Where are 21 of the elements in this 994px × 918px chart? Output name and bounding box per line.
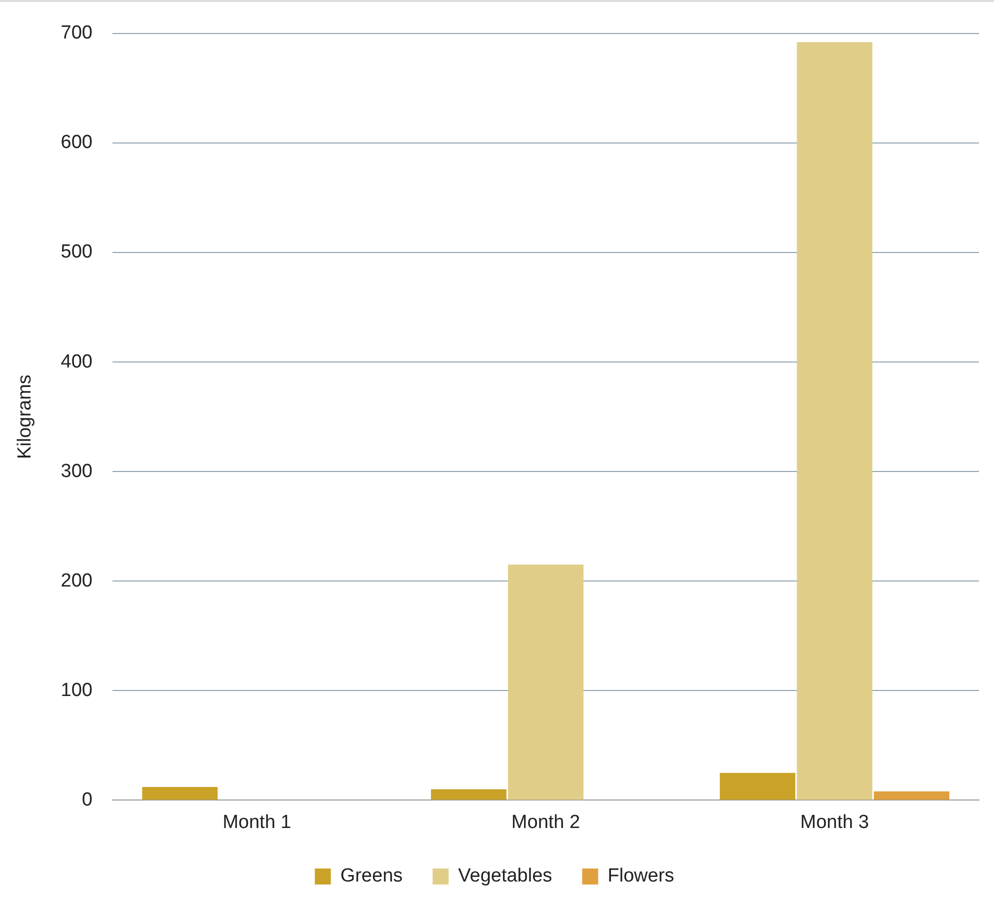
y-tick-label: 0 [82, 789, 92, 810]
legend-label: Flowers [608, 866, 674, 887]
bar [142, 787, 218, 800]
y-tick-label: 300 [60, 460, 92, 482]
legend-label: Greens [340, 866, 403, 887]
legend-label: Vegetables [458, 866, 552, 887]
y-tick-label: 400 [60, 351, 92, 372]
x-tick-label: Month 1 [222, 812, 292, 833]
y-tick-label: 200 [60, 570, 92, 592]
x-tick-label: Month 3 [800, 812, 869, 833]
bar [874, 791, 950, 800]
y-tick-label: 600 [60, 132, 92, 154]
y-tick-label: 700 [60, 22, 92, 44]
x-tick-label: Month 2 [511, 812, 580, 833]
bar [508, 564, 584, 800]
bar [430, 789, 506, 800]
y-tick-label: 500 [60, 242, 92, 263]
bar [796, 42, 872, 800]
y-axis-title: Kilograms [14, 374, 36, 460]
bar [720, 772, 796, 800]
y-tick-label: 100 [60, 680, 92, 701]
